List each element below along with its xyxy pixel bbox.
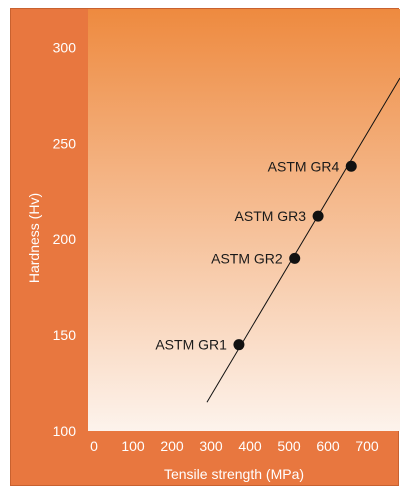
x-tick-label: 400 bbox=[238, 438, 262, 454]
y-tick-label: 200 bbox=[53, 231, 77, 247]
x-tick-label: 600 bbox=[316, 438, 340, 454]
data-point-marker bbox=[312, 210, 324, 222]
data-point-label: ASTM GR3 bbox=[235, 208, 307, 224]
data-point-marker bbox=[289, 252, 301, 264]
x-tick-label: 300 bbox=[199, 438, 223, 454]
chart-svg: 0 100 200 300 400 500 600 700 100 150 200 250 300 A… bbox=[26, 9, 400, 482]
y-tick-label: 250 bbox=[53, 135, 77, 151]
x-axis-label: Tensile strength (MPa) bbox=[164, 466, 304, 482]
data-point-marker bbox=[345, 160, 357, 172]
x-tick-label: 500 bbox=[277, 438, 301, 454]
data-point-label: ASTM GR1 bbox=[155, 337, 227, 353]
y-tick-label: 100 bbox=[53, 423, 77, 439]
chart-frame: 0 100 200 300 400 500 600 700 100 150 200 250 300 A… bbox=[10, 8, 400, 486]
plot-area bbox=[88, 9, 400, 431]
x-tick-label: 700 bbox=[355, 438, 379, 454]
x-tick-label: 100 bbox=[121, 438, 145, 454]
x-ticks: 0 100 200 300 400 500 600 700 bbox=[90, 438, 379, 454]
data-point-marker bbox=[233, 339, 245, 351]
x-tick-label: 0 bbox=[90, 438, 98, 454]
y-tick-label: 150 bbox=[53, 327, 77, 343]
data-points: ASTM GR1 ASTM GR2 ASTM GR3 ASTM GR4 bbox=[155, 158, 357, 353]
y-axis-label: Hardness (Hv) bbox=[26, 193, 42, 283]
data-point-label: ASTM GR4 bbox=[268, 158, 340, 174]
x-tick-label: 200 bbox=[160, 438, 184, 454]
y-tick-label: 300 bbox=[53, 39, 77, 55]
y-ticks: 100 150 200 250 300 bbox=[53, 39, 77, 439]
data-point-label: ASTM GR2 bbox=[211, 250, 283, 266]
